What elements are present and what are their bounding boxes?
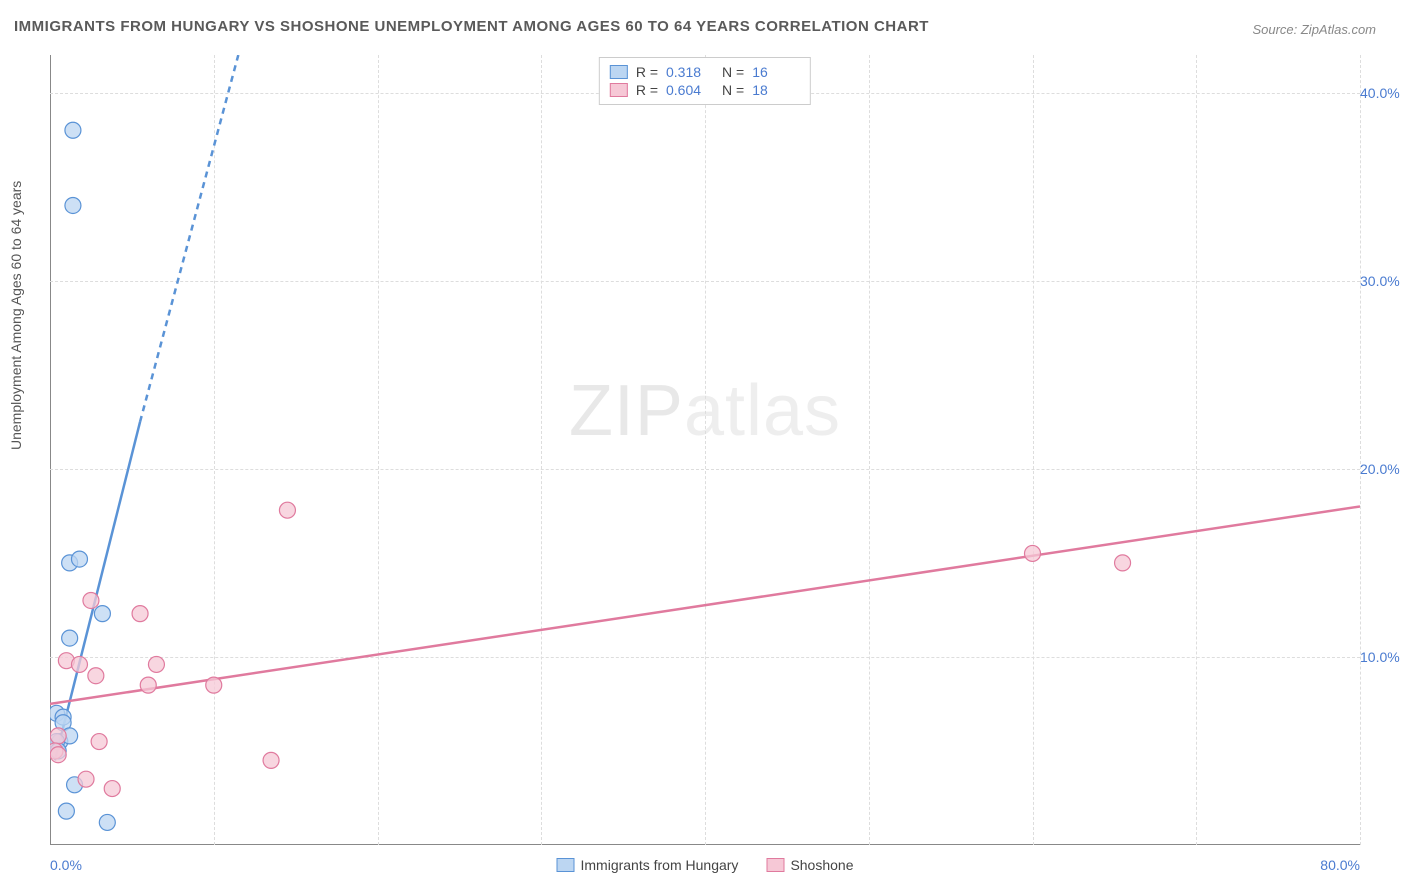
series-legend: Immigrants from Hungary Shoshone (557, 857, 854, 873)
legend-bottom-label-0: Immigrants from Hungary (581, 857, 739, 873)
legend-bottom-swatch-1 (766, 858, 784, 872)
y-tick-label: 40.0% (1360, 85, 1406, 101)
data-point (1025, 545, 1041, 561)
data-point (88, 668, 104, 684)
chart-title: IMMIGRANTS FROM HUNGARY VS SHOSHONE UNEM… (14, 18, 929, 35)
data-point (206, 677, 222, 693)
n-value-1: 18 (752, 82, 800, 98)
legend-row-series-0: R = 0.318 N = 16 (610, 64, 800, 80)
data-point (279, 502, 295, 518)
data-point (263, 752, 279, 768)
grid-line-v (1360, 55, 1361, 845)
legend-item-0: Immigrants from Hungary (557, 857, 739, 873)
data-point (104, 781, 120, 797)
data-point (58, 803, 74, 819)
r-label: R = (636, 64, 658, 80)
source-attribution: Source: ZipAtlas.com (1252, 22, 1376, 37)
correlation-legend: R = 0.318 N = 16 R = 0.604 N = 18 (599, 57, 811, 105)
data-point (132, 606, 148, 622)
legend-bottom-label-1: Shoshone (790, 857, 853, 873)
chart-svg (50, 55, 1360, 845)
x-tick-label: 0.0% (50, 857, 82, 873)
y-tick-label: 30.0% (1360, 273, 1406, 289)
trend-line (55, 422, 140, 761)
data-point (1115, 555, 1131, 571)
data-point (83, 592, 99, 608)
r-value-1: 0.604 (666, 82, 714, 98)
data-point (71, 551, 87, 567)
data-point (65, 197, 81, 213)
data-point (65, 122, 81, 138)
y-axis-label: Unemployment Among Ages 60 to 64 years (8, 181, 24, 450)
plot-area: ZIPatlas 10.0%20.0%30.0%40.0%0.0%80.0% R… (50, 55, 1360, 845)
data-point (140, 677, 156, 693)
data-point (62, 630, 78, 646)
n-value-0: 16 (752, 64, 800, 80)
x-tick-label: 80.0% (1320, 857, 1360, 873)
legend-swatch-1 (610, 83, 628, 97)
data-point (71, 656, 87, 672)
legend-item-1: Shoshone (766, 857, 853, 873)
legend-swatch-0 (610, 65, 628, 79)
n-label: N = (722, 64, 744, 80)
data-point (99, 814, 115, 830)
data-point (91, 734, 107, 750)
y-tick-label: 10.0% (1360, 649, 1406, 665)
data-point (78, 771, 94, 787)
data-point (50, 747, 66, 763)
legend-bottom-swatch-0 (557, 858, 575, 872)
n-label: N = (722, 82, 744, 98)
data-point (148, 656, 164, 672)
data-point (50, 728, 66, 744)
trend-line-dashed (140, 55, 238, 422)
trend-line (50, 506, 1360, 704)
r-label: R = (636, 82, 658, 98)
data-point (94, 606, 110, 622)
legend-row-series-1: R = 0.604 N = 18 (610, 82, 800, 98)
y-tick-label: 20.0% (1360, 461, 1406, 477)
r-value-0: 0.318 (666, 64, 714, 80)
